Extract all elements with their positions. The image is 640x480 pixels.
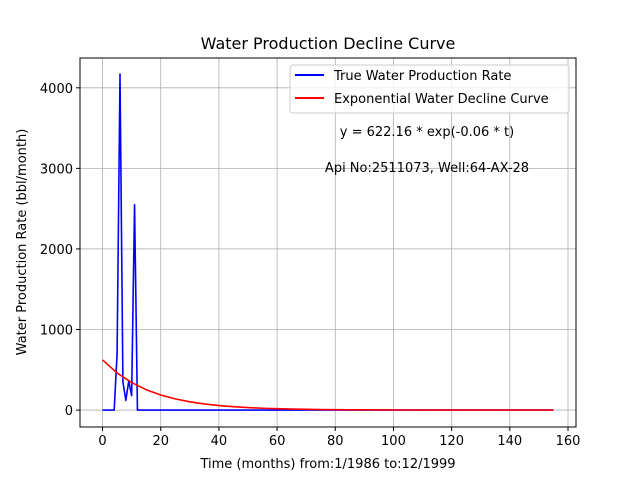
x-tick-label: 0 <box>98 434 106 449</box>
x-tick-label: 80 <box>327 434 344 449</box>
x-tick-label: 100 <box>381 434 406 449</box>
x-tick-label: 40 <box>211 434 228 449</box>
y-tick-label: 4000 <box>40 82 73 97</box>
y-tick-label: 3000 <box>40 162 73 177</box>
y-axis-label: Water Production Rate (bbl/month) <box>15 129 30 356</box>
well-annotation: Api No:2511073, Well:64-AX-28 <box>325 161 529 176</box>
ticks: 0 20 40 60 80 100 120 140 160 0 1000 2000 3000 4000 <box>40 82 581 449</box>
x-tick-label: 140 <box>497 434 522 449</box>
plot-frame <box>79 57 577 428</box>
series-group <box>102 73 554 411</box>
equation-annotation: y = 622.16 * exp(-0.06 * t) <box>340 125 514 140</box>
x-tick-label: 160 <box>556 434 581 449</box>
y-tick-label: 2000 <box>40 243 73 258</box>
legend-label-exp: Exponential Water Decline Curve <box>334 92 549 107</box>
exponential-decline-line <box>102 359 554 411</box>
y-tick-label: 0 <box>65 404 73 419</box>
x-axis-label: Time (months) from:1/1986 to:12/1999 <box>199 457 455 472</box>
y-tick-label: 1000 <box>40 324 73 339</box>
x-tick-label: 60 <box>269 434 286 449</box>
x-tick-label: 120 <box>439 434 464 449</box>
chart-title: Water Production Decline Curve <box>201 34 456 53</box>
legend-box <box>289 64 570 114</box>
legend-label-true: True Water Production Rate <box>333 69 511 84</box>
legend: True Water Production Rate Exponential W… <box>289 64 570 114</box>
x-tick-label: 20 <box>152 434 169 449</box>
